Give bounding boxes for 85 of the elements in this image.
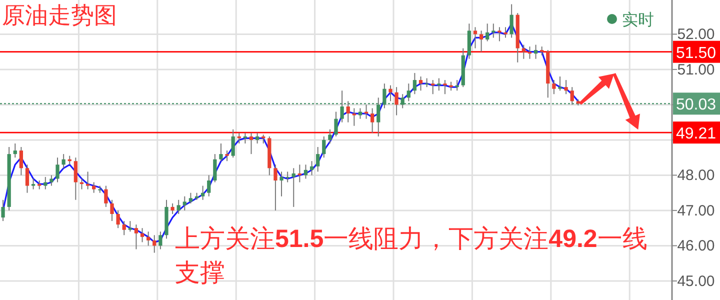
candlestick (213, 154, 217, 183)
candlestick (376, 97, 380, 137)
candlestick (358, 108, 362, 120)
candlestick (134, 224, 138, 250)
candlestick (280, 171, 284, 197)
y-tick-label: 47.00 (677, 202, 715, 220)
candlestick (249, 132, 254, 155)
candlestick (394, 86, 398, 116)
candlestick (116, 210, 120, 229)
candlestick (286, 171, 290, 183)
candlestick (44, 176, 48, 190)
y-tick-label: 52.00 (677, 26, 715, 44)
candlestick (552, 80, 556, 95)
candlestick (50, 174, 54, 186)
candlestick (418, 76, 423, 92)
candlestick (146, 231, 150, 246)
candlestick (412, 72, 417, 95)
candlestick (92, 182, 96, 194)
candlestick (534, 44, 538, 60)
candlestick (316, 146, 320, 172)
candlestick (13, 142, 17, 158)
ref-line-label: 51.50 (676, 44, 716, 62)
candlestick (19, 146, 24, 176)
candlestick (522, 44, 526, 60)
candlestick (25, 164, 30, 194)
candlestick (1, 199, 5, 222)
candlestick (492, 23, 496, 38)
candlestick (382, 83, 386, 109)
candlestick (140, 228, 144, 243)
candlestick (352, 108, 356, 126)
candlestick (152, 234, 156, 254)
y-tick-label: 45.00 (677, 272, 715, 290)
candlestick (479, 30, 484, 52)
candlestick (322, 136, 326, 158)
candlestick (388, 84, 392, 102)
candlestick (486, 23, 490, 42)
candlestick (558, 76, 562, 92)
candlestick (56, 157, 60, 183)
candlestick (231, 128, 235, 158)
candlestick (406, 83, 410, 102)
candlestick (170, 202, 174, 214)
candlestick (334, 111, 338, 137)
y-tick-label: 51.00 (677, 61, 715, 78)
candlestick (370, 108, 374, 134)
candlestick (207, 174, 211, 197)
candlestick (86, 171, 90, 190)
candlestick (158, 231, 162, 250)
candlestick (225, 150, 229, 162)
candlestick (346, 100, 350, 123)
y-tick-label: 46.00 (677, 238, 715, 255)
candlestick (74, 157, 78, 200)
candlestick (564, 80, 568, 95)
candlestick (328, 128, 332, 144)
candlestick (110, 199, 114, 222)
candlestick (31, 178, 36, 190)
candlestick (400, 94, 404, 109)
candlestick (128, 220, 132, 232)
candlestick (122, 220, 126, 236)
candlestick (292, 168, 296, 208)
candlestick (310, 160, 314, 176)
legend-label: 实时 (622, 10, 654, 29)
candlestick (443, 80, 447, 95)
candlestick (219, 142, 223, 162)
y-tick-label: 48.00 (677, 167, 715, 184)
ref-line-label: 50.03 (676, 96, 716, 114)
text: 上方关注51.5一线阻力，下方关注49.2一线支撑 (175, 224, 648, 287)
candlestick (498, 26, 502, 42)
candlestick (340, 90, 344, 123)
candlestick (176, 199, 180, 214)
candlestick (62, 154, 66, 169)
candlestick (504, 26, 508, 38)
candlestick (437, 78, 441, 92)
ref-line-label: 49.21 (676, 126, 716, 143)
candlestick (473, 26, 478, 49)
candlestick (304, 164, 308, 180)
candlestick (431, 80, 435, 95)
candlestick (255, 132, 260, 144)
candlestick (570, 86, 574, 106)
candlestick (200, 185, 205, 200)
candlestick (274, 164, 278, 211)
candlestick (182, 196, 186, 211)
candlestick (510, 4, 514, 38)
candlestick (104, 185, 108, 208)
chart-title: 原油走势图 (2, 2, 117, 30)
candlestick (188, 192, 193, 204)
